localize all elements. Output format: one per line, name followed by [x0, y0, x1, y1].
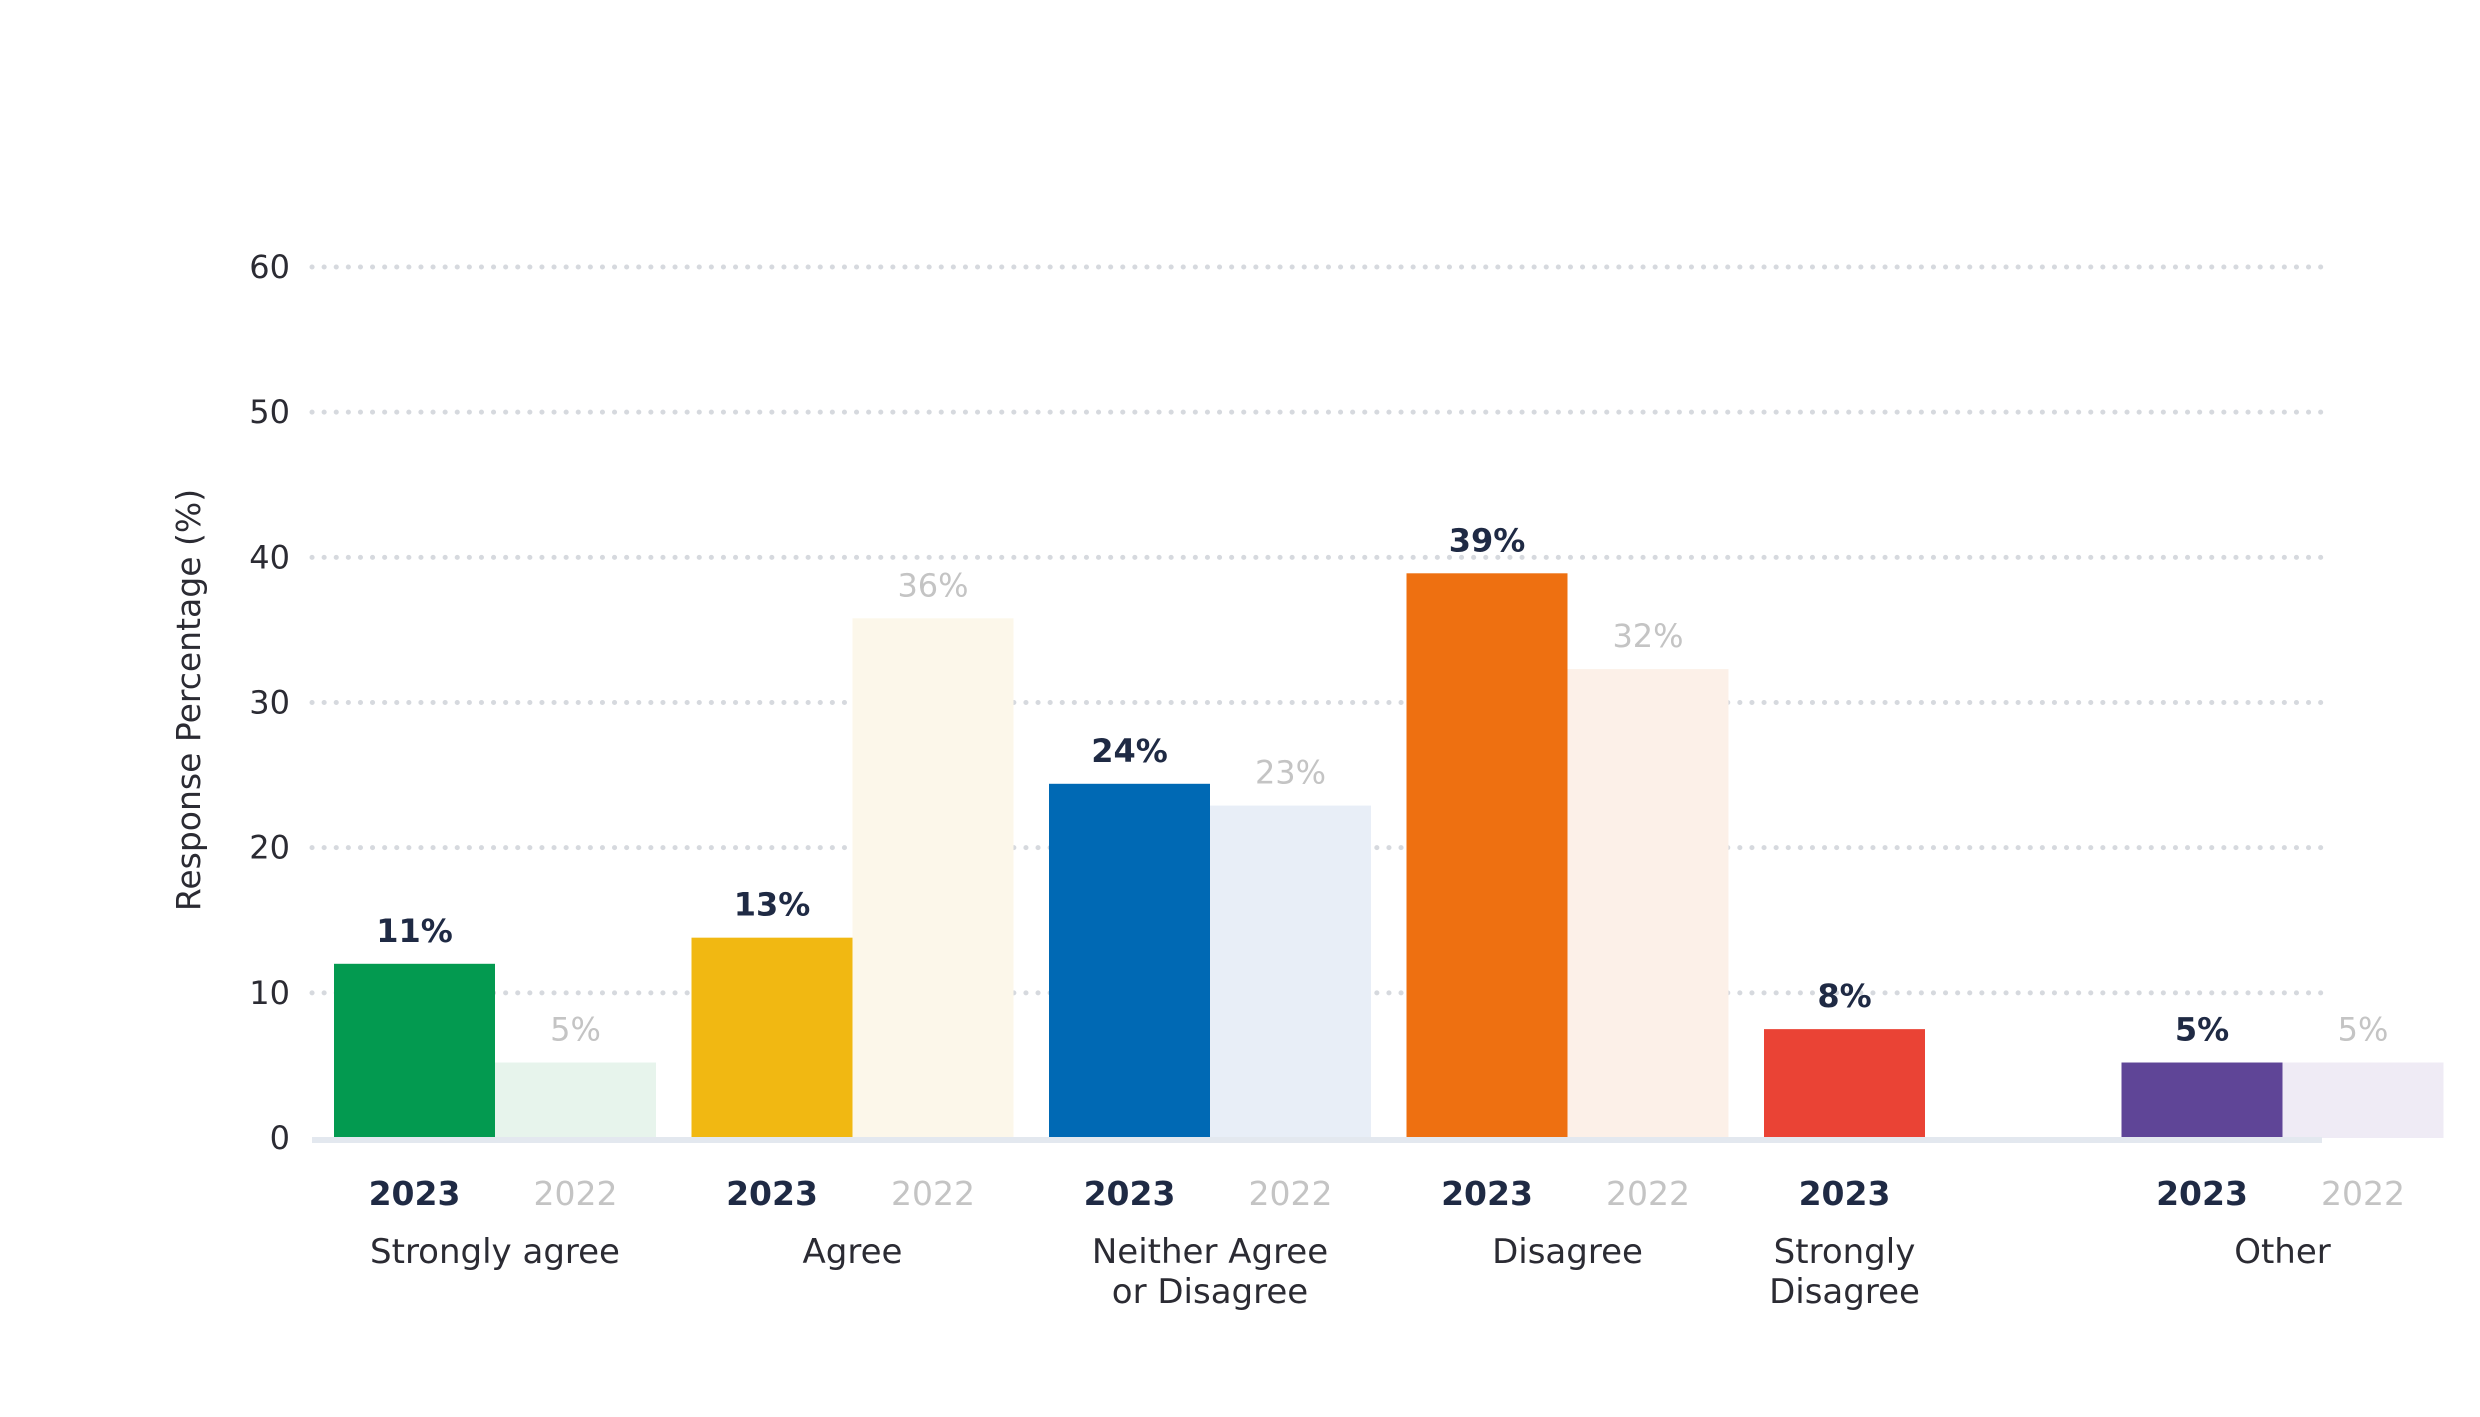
year-label-2023: 2023	[369, 1174, 461, 1213]
data-label-2023: 24%	[1091, 732, 1168, 770]
category-label: Other	[2234, 1232, 2331, 1272]
bar-2023	[691, 937, 853, 1138]
year-label-2022: 2022	[891, 1174, 975, 1213]
category-label: Neither Agree	[1092, 1232, 1328, 1272]
data-label-2023: 13%	[734, 886, 811, 924]
x-axis-labels: 2023 2022 Strongly agree 2023 2022 Agree 2023 2…	[369, 1174, 2405, 1312]
bar-2022	[495, 1062, 656, 1138]
data-label-2022: 5%	[2338, 1011, 2389, 1049]
y-tick-label: 30	[249, 684, 290, 722]
y-tick-label: 0	[270, 1119, 290, 1157]
y-axis-title: Response Percentage (%)	[169, 489, 208, 911]
year-label-2022: 2022	[1249, 1174, 1333, 1213]
gridlines	[309, 264, 2333, 996]
category-label: Agree	[803, 1232, 903, 1272]
bar-2023	[1406, 573, 1568, 1138]
data-label-2023: 11%	[376, 912, 453, 950]
y-tick-label: 60	[249, 248, 290, 286]
y-tick-label: 10	[249, 974, 290, 1012]
bar-2022	[1210, 805, 1371, 1138]
year-label-2023: 2023	[1084, 1174, 1176, 1213]
bars	[334, 573, 2444, 1138]
data-label-2022: 32%	[1612, 617, 1683, 655]
category-label: Disagree	[1492, 1232, 1643, 1272]
data-label-2022: 36%	[897, 566, 968, 604]
year-label-2023: 2023	[1799, 1174, 1891, 1213]
bar-2023	[334, 963, 495, 1138]
year-label-2022: 2022	[1606, 1174, 1690, 1213]
data-label-2023: 5%	[2175, 1011, 2229, 1049]
y-axis-ticks: 0 10 20 30 40 50 60	[249, 248, 290, 1157]
category-label: or Disagree	[1112, 1272, 1308, 1312]
data-label-2022: 23%	[1255, 754, 1326, 792]
data-label-2022: 5%	[550, 1011, 601, 1049]
bar-2022	[852, 618, 1014, 1138]
category-label: Strongly agree	[370, 1232, 620, 1272]
bar-2023	[1764, 1029, 1925, 1138]
data-labels: 11% 5% 13% 36% 24% 23% 39% 32% 8% 5% 5%	[376, 521, 2388, 1048]
year-label-2022: 2022	[2321, 1174, 2405, 1213]
year-label-2023: 2023	[2156, 1174, 2248, 1213]
bar-2022	[2282, 1062, 2444, 1138]
year-label-2022: 2022	[534, 1174, 618, 1213]
y-tick-label: 50	[249, 393, 290, 431]
bar-2022	[1567, 669, 1729, 1138]
category-label: Strongly	[1774, 1232, 1916, 1272]
bar-2023	[2121, 1062, 2283, 1138]
y-tick-label: 20	[249, 829, 290, 867]
year-label-2023: 2023	[726, 1174, 818, 1213]
y-tick-label: 40	[249, 538, 290, 576]
data-label-2023: 39%	[1449, 521, 1526, 559]
data-label-2023: 8%	[1817, 977, 1871, 1015]
category-label: Disagree	[1769, 1272, 1920, 1312]
bar-2023	[1049, 783, 1210, 1138]
year-label-2023: 2023	[1441, 1174, 1533, 1213]
